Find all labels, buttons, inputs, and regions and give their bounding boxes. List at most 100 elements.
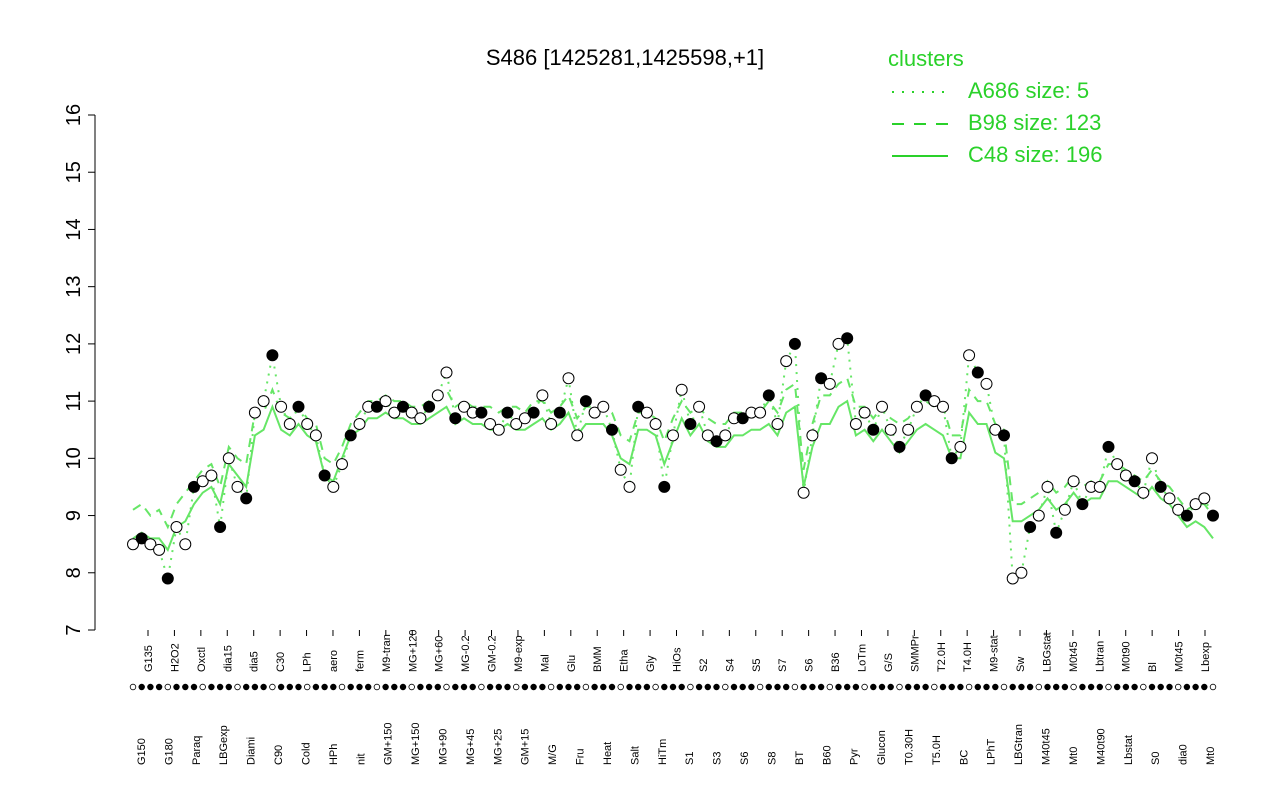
- rug-marker: [887, 683, 894, 691]
- rug-marker: [591, 683, 598, 691]
- x-axis: G135 H2O2 Oxctl dia15 dia5 C30 LPh aero ferm M9-t…: [129, 630, 1217, 766]
- rug-marker: [129, 683, 137, 691]
- x-tick-label: T4.0H: [962, 642, 974, 672]
- x-tick-label: Sw: [1015, 657, 1027, 672]
- x-tick-label: Etha: [619, 648, 631, 672]
- x-tick-label: aero: [328, 650, 340, 672]
- x-tick-label: LPhT: [986, 738, 998, 765]
- rug-marker: [739, 683, 746, 691]
- data-point: [849, 418, 862, 430]
- data-point: [597, 400, 610, 413]
- y-tick-label: 12: [63, 333, 85, 355]
- x-tick-label: GM+15: [520, 729, 532, 765]
- rug-marker: [817, 683, 825, 691]
- x-tick-label: T5.0H: [931, 735, 943, 765]
- data-point: [188, 480, 200, 493]
- x-tick-label: T2.0H: [936, 642, 948, 672]
- series-line-a686: [132, 336, 1214, 581]
- y-tick-label: 16: [63, 104, 85, 126]
- rug-marker: [704, 683, 711, 691]
- rug-marker: [1079, 683, 1086, 691]
- data-point: [649, 418, 662, 430]
- data-point: [266, 349, 279, 362]
- data-point: [998, 429, 1010, 442]
- rug-marker: [687, 683, 694, 691]
- data-point: [397, 400, 409, 413]
- y-axis: 7 8 9 10 11 12 13 14 15 16: [63, 104, 96, 636]
- x-tick-label: B60: [821, 745, 833, 765]
- x-tick-label: M9-exp: [513, 635, 525, 672]
- y-tick-label: 8: [63, 567, 85, 578]
- data-point: [388, 406, 401, 419]
- rug-marker: [225, 683, 232, 691]
- data-point: [170, 521, 183, 533]
- x-tick-label: S4: [724, 659, 736, 672]
- data-point: [910, 400, 923, 413]
- rug-marker: [643, 683, 651, 691]
- rug-marker: [992, 683, 999, 691]
- data-point: [858, 406, 871, 419]
- rug-marker: [391, 683, 398, 691]
- rug-marker: [722, 683, 729, 691]
- y-tick-label: 14: [63, 218, 85, 240]
- x-tick-label: Glu: [566, 655, 578, 672]
- data-point: [1076, 498, 1089, 511]
- data-point: [771, 418, 784, 430]
- x-tick-label: Lbstat: [1123, 735, 1135, 765]
- rug-marker: [635, 683, 642, 691]
- data-point: [179, 538, 192, 551]
- data-point: [292, 400, 305, 413]
- rug-marker: [1070, 683, 1077, 691]
- rug-marker: [260, 683, 267, 691]
- x-tick-label: Pyr: [849, 748, 861, 765]
- data-point: [1189, 498, 1202, 511]
- x-tick-label: S1: [684, 752, 696, 765]
- data-point: [989, 423, 1002, 436]
- rug-marker: [356, 683, 363, 691]
- rug-marker: [844, 683, 851, 691]
- rug-marker: [948, 683, 955, 691]
- data-point: [1015, 566, 1028, 579]
- data-point: [780, 355, 793, 368]
- x-tick-label: LoTm: [856, 644, 868, 672]
- data-point: [431, 389, 444, 402]
- rug-marker: [1018, 683, 1025, 691]
- data-point: [423, 400, 436, 413]
- rug-marker: [173, 683, 180, 691]
- data-point: [867, 423, 880, 436]
- x-tick-label: BT: [794, 751, 806, 765]
- rug-marker: [556, 683, 563, 691]
- data-point: [458, 400, 470, 413]
- rug-marker: [1157, 683, 1164, 691]
- x-tick-label: Lbexp: [1200, 642, 1212, 672]
- data-point: [719, 429, 732, 442]
- rug-marker: [155, 683, 163, 691]
- x-tick-label: LPh: [302, 652, 314, 672]
- rug-marker: [1192, 683, 1199, 691]
- data-point: [536, 389, 549, 402]
- data-point: [327, 480, 340, 493]
- x-tick-label: HPh: [328, 744, 340, 765]
- data-point: [919, 389, 932, 402]
- x-tick-label: Diami: [246, 737, 258, 765]
- x-tick-label: GM-0.2: [487, 635, 499, 672]
- x-tick-label: S5: [751, 659, 763, 672]
- data-point: [754, 406, 767, 419]
- x-tick-label: G150: [136, 738, 148, 765]
- rug-marker: [1183, 683, 1191, 691]
- x-tick-label: Gly: [645, 655, 657, 672]
- x-tick-label: S0: [1150, 752, 1162, 765]
- rug-marker: [373, 683, 381, 691]
- data-point: [797, 486, 810, 499]
- rug-marker: [748, 683, 755, 691]
- rug-marker: [460, 683, 468, 691]
- y-tick-label: 11: [63, 391, 85, 412]
- x-tick-label: MG-0.2: [460, 635, 472, 672]
- data-point: [440, 366, 453, 379]
- data-point: [501, 406, 514, 419]
- x-tick-label: Mt0: [1205, 747, 1217, 765]
- rug-marker: [321, 683, 328, 691]
- data-point: [579, 395, 592, 408]
- x-tick-label: GM+150: [383, 723, 395, 766]
